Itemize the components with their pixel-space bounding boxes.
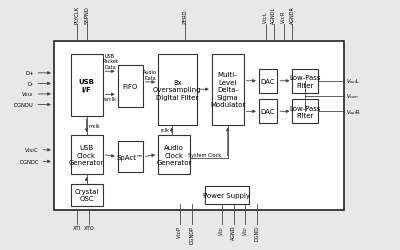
Text: AGNDL: AGNDL xyxy=(272,7,276,24)
Text: $V_{com}$: $V_{com}$ xyxy=(346,92,360,101)
Text: mclk: mclk xyxy=(88,124,100,128)
Text: FIFO: FIFO xyxy=(122,84,138,90)
FancyBboxPatch shape xyxy=(292,100,318,124)
FancyBboxPatch shape xyxy=(205,186,249,204)
Text: $V_{out}$R: $V_{out}$R xyxy=(346,108,362,116)
Text: wrclk: wrclk xyxy=(104,96,117,102)
Text: AGNDR: AGNDR xyxy=(290,6,295,24)
Text: SSPND: SSPND xyxy=(85,6,90,24)
FancyBboxPatch shape xyxy=(118,66,143,107)
Text: XTI: XTI xyxy=(73,225,82,230)
Text: Audio
Clock
Generator: Audio Clock Generator xyxy=(156,144,192,166)
Text: USB
Packet
Data: USB Packet Data xyxy=(102,53,118,70)
Text: DGNDC: DGNDC xyxy=(19,159,39,164)
FancyBboxPatch shape xyxy=(158,55,197,125)
Text: $V_{CC}$R: $V_{CC}$R xyxy=(280,11,288,24)
Text: Power Supply: Power Supply xyxy=(203,192,250,198)
FancyBboxPatch shape xyxy=(212,55,244,125)
Text: DAC: DAC xyxy=(261,109,275,115)
Text: Crystal
OSC: Crystal OSC xyxy=(74,188,99,202)
Text: $V_{DD}$: $V_{DD}$ xyxy=(217,225,226,235)
FancyBboxPatch shape xyxy=(118,142,143,172)
Text: XTO: XTO xyxy=(84,225,94,230)
Text: rclk: rclk xyxy=(161,128,170,133)
Text: USB
I/F: USB I/F xyxy=(79,79,94,92)
Text: $V_{CC}$L: $V_{CC}$L xyxy=(261,11,270,24)
FancyBboxPatch shape xyxy=(292,69,318,94)
Text: DGNDP: DGNDP xyxy=(189,225,194,242)
Text: $V_{DD}$C: $V_{DD}$C xyxy=(24,146,39,155)
Text: USB
Clock
Generator: USB Clock Generator xyxy=(69,144,104,166)
Text: D-: D- xyxy=(28,82,34,86)
Text: $V_{out}$L: $V_{out}$L xyxy=(346,77,361,86)
FancyBboxPatch shape xyxy=(71,184,102,206)
Text: D+: D+ xyxy=(25,71,34,76)
Text: PLYCLK: PLYCLK xyxy=(75,6,80,24)
FancyBboxPatch shape xyxy=(54,42,344,210)
FancyBboxPatch shape xyxy=(259,69,277,94)
Text: $V_{DD}$: $V_{DD}$ xyxy=(241,225,250,235)
Text: DGND: DGND xyxy=(255,225,260,240)
Text: Low-Pass
Filter: Low-Pass Filter xyxy=(289,75,321,88)
Text: SpAct™: SpAct™ xyxy=(117,154,144,160)
Text: DGNDU: DGNDU xyxy=(14,102,34,108)
Text: System Clock: System Clock xyxy=(188,152,221,157)
Text: 8x
Oversampling
Digital Filter: 8x Oversampling Digital Filter xyxy=(153,79,202,100)
Text: AGND: AGND xyxy=(231,225,236,239)
Text: Low-Pass
Filter: Low-Pass Filter xyxy=(289,105,321,118)
Text: Multi-
Level
Delta-
Sigma
Modulator: Multi- Level Delta- Sigma Modulator xyxy=(210,72,245,108)
FancyBboxPatch shape xyxy=(71,55,102,116)
Text: $V_{DD}$P: $V_{DD}$P xyxy=(175,225,184,238)
FancyBboxPatch shape xyxy=(71,136,102,174)
Text: $V_{BUS}$: $V_{BUS}$ xyxy=(21,90,34,99)
Text: Audio
Data: Audio Data xyxy=(144,70,158,80)
FancyBboxPatch shape xyxy=(259,100,277,124)
Text: ZERO: ZERO xyxy=(182,10,187,24)
Text: DAC: DAC xyxy=(261,78,275,84)
FancyBboxPatch shape xyxy=(158,136,190,174)
